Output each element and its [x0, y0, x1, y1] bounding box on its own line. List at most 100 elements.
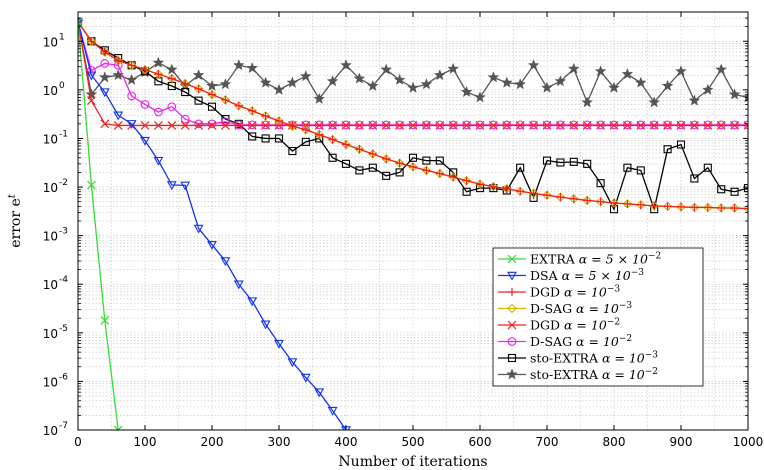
y-tick-label: 10: [43, 181, 58, 195]
data-point: [248, 106, 257, 115]
series-layer: [78, 15, 748, 430]
data-point: [636, 200, 646, 210]
data-point: [636, 200, 645, 209]
data-point: [596, 121, 606, 130]
data-point: [701, 83, 714, 95]
data-point: [447, 62, 460, 74]
data-point: [717, 204, 726, 213]
data-point: [395, 121, 405, 130]
data-point: [541, 81, 553, 93]
data-point: [167, 74, 176, 83]
data-point: [596, 197, 605, 206]
x-tick-label: 900: [670, 435, 693, 449]
data-point: [288, 122, 297, 131]
data-point: [743, 203, 748, 214]
data-point: [100, 48, 109, 57]
y-tick-exponent: -1: [59, 129, 68, 139]
data-point: [314, 121, 324, 130]
data-point: [154, 70, 163, 79]
data-point: [327, 406, 338, 416]
data-point: [180, 181, 191, 191]
data-point: [300, 373, 311, 383]
data-point: [181, 88, 190, 97]
data-point: [113, 121, 123, 130]
data-point: [621, 67, 634, 80]
data-point: [154, 107, 163, 117]
data-point: [221, 115, 230, 124]
series-line: [78, 21, 748, 212]
x-tick-label: 500: [402, 435, 425, 449]
data-point: [569, 194, 579, 204]
data-point: [113, 111, 124, 121]
data-point: [421, 121, 431, 130]
data-point: [194, 84, 203, 93]
data-point: [167, 121, 177, 130]
data-point: [594, 65, 607, 77]
y-tick-exponent: 0: [59, 81, 65, 91]
data-point: [542, 190, 552, 200]
data-point: [663, 202, 672, 211]
x-tick-label: 800: [603, 435, 626, 449]
legend-marker: [507, 303, 517, 314]
x-tick-label: 1000: [733, 435, 764, 449]
data-point: [355, 145, 364, 154]
y-tick-exponent: -2: [59, 178, 68, 188]
legend-marker: [507, 320, 517, 330]
data-point: [194, 121, 204, 130]
data-point: [355, 166, 364, 175]
data-point: [636, 166, 645, 175]
legend-marker: [507, 353, 517, 363]
data-point: [275, 116, 283, 125]
data-point: [247, 121, 257, 130]
data-point: [381, 121, 391, 130]
legend-label: sto-EXTRA α = 10−2: [530, 367, 658, 382]
data-point: [98, 71, 111, 83]
data-point: [140, 121, 150, 130]
data-point: [221, 95, 230, 104]
data-point: [677, 202, 685, 211]
data-point: [354, 121, 364, 130]
data-point: [488, 121, 498, 130]
data-point: [502, 184, 511, 193]
data-point: [220, 121, 230, 130]
data-point: [462, 121, 472, 130]
data-point: [368, 149, 377, 158]
data-point: [608, 81, 620, 93]
series-2: [78, 17, 748, 213]
legend-label: EXTRA α = 5 × 10−2: [530, 252, 661, 267]
data-point: [742, 91, 748, 103]
data-point: [569, 121, 579, 130]
data-point: [743, 184, 748, 193]
data-point: [474, 91, 486, 103]
data-point: [233, 280, 244, 290]
data-point: [368, 163, 377, 172]
legend-item: sto-EXTRA α = 10−2: [498, 367, 658, 382]
data-point: [515, 121, 525, 130]
series-0: [78, 17, 123, 430]
data-point: [516, 187, 525, 196]
data-point: [368, 121, 378, 130]
x-tick-label: 600: [469, 435, 492, 449]
data-point: [100, 315, 110, 325]
data-point: [516, 163, 525, 172]
data-point: [261, 111, 270, 120]
data-point: [328, 135, 337, 144]
data-point: [703, 202, 713, 213]
data-point: [274, 134, 284, 143]
series-6: [78, 17, 748, 214]
data-point: [165, 63, 178, 75]
y-tick-exponent: -4: [59, 275, 68, 285]
legend-item: D-SAG α = 10−3: [498, 301, 632, 316]
data-point: [676, 121, 686, 130]
data-point: [487, 71, 500, 83]
data-point: [462, 176, 471, 185]
legend-item: DGD α = 10−3: [498, 285, 620, 300]
legend-label: DGD α = 10−3: [530, 285, 620, 300]
data-point: [328, 153, 337, 162]
data-point: [649, 121, 659, 130]
data-point: [435, 169, 444, 178]
data-point: [529, 189, 538, 198]
data-point: [286, 76, 299, 88]
x-tick-label: 700: [536, 435, 559, 449]
